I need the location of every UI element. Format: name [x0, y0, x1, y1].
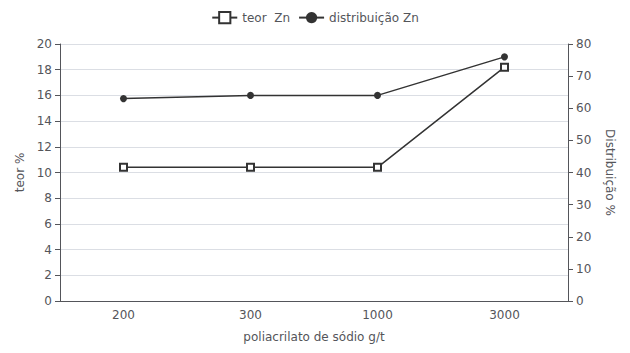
svg-text:300: 300 [239, 308, 262, 322]
svg-text:0: 0 [576, 294, 584, 308]
svg-text:Distribuição %: Distribuição % [603, 129, 617, 216]
svg-text:4: 4 [44, 243, 52, 257]
svg-text:50: 50 [576, 133, 591, 147]
svg-text:200: 200 [112, 308, 135, 322]
svg-text:10: 10 [576, 262, 591, 276]
svg-text:poliacrilato de sódio g/t: poliacrilato de sódio g/t [243, 330, 385, 344]
svg-text:16: 16 [37, 88, 52, 102]
svg-text:6: 6 [44, 217, 52, 231]
svg-text:10: 10 [37, 166, 52, 180]
svg-text:3000: 3000 [489, 308, 520, 322]
svg-text:1000: 1000 [362, 308, 393, 322]
svg-text:12: 12 [37, 140, 52, 154]
svg-text:teor %: teor % [13, 153, 27, 193]
svg-text:8: 8 [44, 191, 52, 205]
svg-text:60: 60 [576, 101, 591, 115]
svg-text:2: 2 [44, 268, 52, 282]
svg-text:18: 18 [37, 63, 52, 77]
svg-text:teor Zn: teor Zn [242, 11, 290, 25]
svg-text:40: 40 [576, 166, 591, 180]
svg-text:30: 30 [576, 198, 591, 212]
svg-text:0: 0 [44, 294, 52, 308]
svg-text:70: 70 [576, 69, 591, 83]
svg-text:14: 14 [37, 114, 52, 128]
svg-text:distribuição Zn: distribuição Zn [329, 11, 419, 25]
svg-text:20: 20 [576, 230, 591, 244]
svg-text:80: 80 [576, 37, 591, 51]
svg-text:20: 20 [37, 37, 52, 51]
